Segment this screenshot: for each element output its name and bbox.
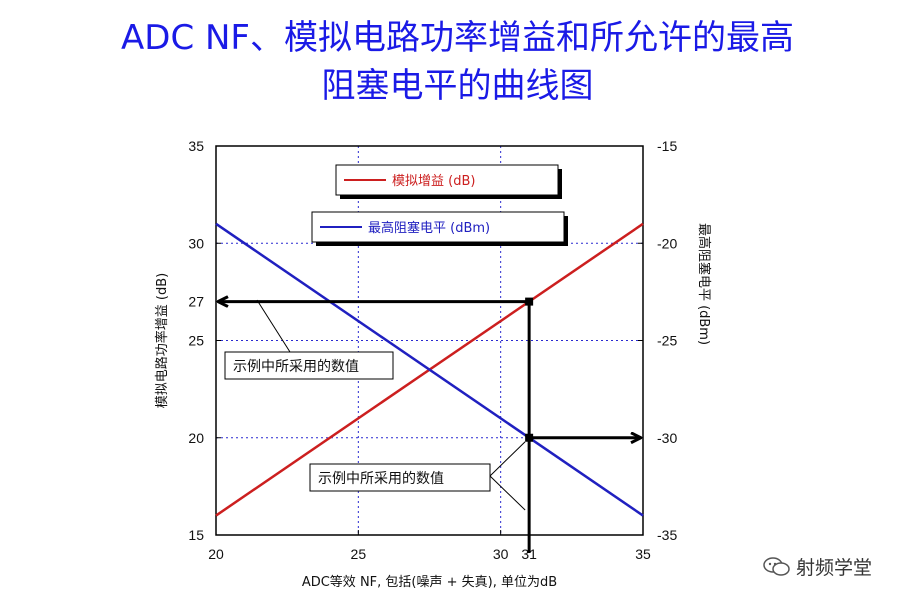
y-left-tick-label: 35 (188, 138, 204, 154)
y-left-tick-label: 20 (188, 430, 204, 446)
x-tick-label: 30 (493, 546, 509, 562)
y-axis-left-label: 模拟电路功率增益 (dB) (154, 273, 170, 408)
y-left-tick-label: 25 (188, 333, 204, 349)
y-right-tick-label: -25 (657, 333, 677, 349)
y-axis-right-label: 最高阻塞电平 (dBm) (696, 223, 712, 345)
legend-label: 最高阻塞电平 (dBm) (368, 220, 490, 236)
callout-box (309, 463, 491, 492)
callout-text: 示例中所采用的数值 (233, 359, 359, 375)
callout-leader (489, 441, 526, 477)
y-left-tick-label: 30 (188, 235, 204, 251)
x-tick-label: 35 (635, 546, 651, 562)
y-right-tick-label: -15 (657, 138, 677, 154)
y-left-tick-label: 27 (188, 294, 204, 310)
slide-title-line-1: ADC NF、模拟电路功率增益和所允许的最高 (121, 18, 794, 58)
blocker-point-marker (525, 433, 534, 442)
y-right-tick-label: -30 (657, 430, 677, 446)
callout-box (224, 351, 394, 380)
x-axis-label: ADC等效 NF, 包括(噪声 + 失真), 单位为dB (302, 574, 557, 590)
watermark: 射频学堂 (762, 553, 902, 583)
wechat-icon (763, 556, 790, 576)
y-right-tick-label: -20 (657, 235, 677, 251)
callout-leader (489, 475, 526, 511)
x-tick-label: 25 (351, 546, 367, 562)
x-tick-label: 20 (208, 546, 224, 562)
gain-point-marker (525, 297, 534, 306)
callout-text: 示例中所采用的数值 (318, 471, 444, 487)
watermark-text: 射频学堂 (796, 557, 873, 579)
y-right-tick-label: -35 (657, 527, 677, 543)
y-left-tick-label: 15 (188, 527, 204, 543)
legend-label: 模拟增益 (dB) (392, 174, 475, 189)
callout-leader (256, 299, 291, 353)
slide-title-line-2: 阻塞电平的曲线图 (321, 66, 594, 106)
series-line (215, 222, 644, 517)
x-tick-label: 31 (521, 546, 537, 562)
